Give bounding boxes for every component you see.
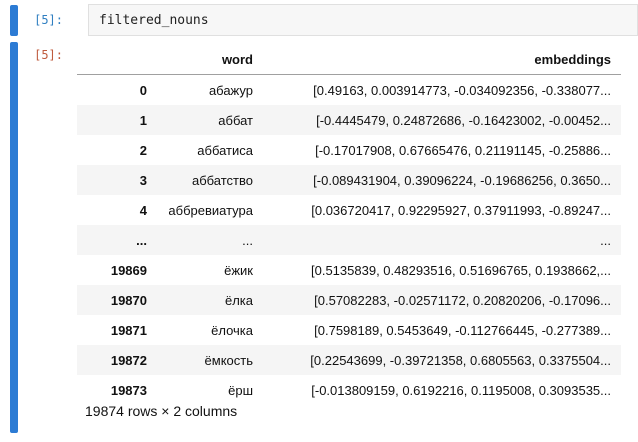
table-row: 19870 ёлка [0.57082283, -0.02571172, 0.208…: [77, 285, 621, 315]
embeddings-cell: [0.5135839, 0.48293516, 0.51696765, 0.19…: [311, 262, 611, 278]
row-index-cell: 3: [139, 172, 147, 188]
row-index-cell: ...: [136, 232, 147, 248]
row-index-cell: 4: [139, 202, 147, 218]
index-header-cell: [77, 44, 157, 75]
code-editor[interactable]: filtered_nouns: [88, 4, 638, 36]
embeddings-cell: [-0.17017908, 0.67665476, 0.21191145, -0…: [315, 142, 611, 158]
word-cell: аббатиса: [197, 142, 253, 158]
word-cell: аббат: [218, 112, 253, 128]
table-row: 19869 ёжик [0.5135839, 0.48293516, 0.51696…: [77, 255, 621, 285]
table-header: word embeddings: [77, 44, 621, 75]
word-cell: абажур: [208, 82, 253, 98]
embeddings-cell: [-0.013809159, 0.6192216, 0.1195008, 0.3…: [311, 382, 611, 398]
row-index-cell: 2: [139, 142, 147, 158]
word-cell: ёлочка: [211, 322, 253, 338]
embeddings-cell: [0.7598189, 0.5453649, -0.112766445, -0.…: [314, 322, 611, 338]
output-collapser-bar[interactable]: [10, 42, 18, 433]
code-text: filtered_nouns: [99, 12, 209, 28]
word-cell: ёлка: [224, 292, 253, 308]
embeddings-cell: [-0.4445479, 0.24872686, -0.16423002, -0…: [316, 112, 611, 128]
table-row: 0 абажур [0.49163, 0.003914773, -0.0340923…: [77, 75, 621, 106]
embeddings-cell: [0.57082283, -0.02571172, 0.20820206, -0…: [314, 292, 611, 308]
embeddings-cell: [0.22543699, -0.39721358, 0.6805563, 0.3…: [310, 352, 611, 368]
word-cell: ёмкость: [204, 352, 253, 368]
table-row: 4 аббревиатура [0.036720417, 0.92295927, 0…: [77, 195, 621, 225]
embeddings-cell: [-0.089431904, 0.39096224, -0.19686256, …: [313, 172, 611, 188]
table-row: .........: [77, 225, 621, 255]
table-row: 19872 ёмкость [0.22543699, -0.39721358, 0.…: [77, 345, 621, 375]
row-index-cell: 19872: [110, 352, 147, 368]
dataframe-table: word embeddings 0 абажур [0.49163, 0.003914…: [77, 44, 621, 405]
embeddings-cell: ...: [600, 232, 611, 248]
row-index-cell: 1: [139, 112, 147, 128]
word-cell: ёрш: [228, 382, 253, 398]
table-row: 19873 ёрш [-0.013809159, 0.6192216, 0.1195…: [77, 375, 621, 405]
output-prompt: [5]:: [34, 48, 63, 62]
table-row: 3 аббатство [-0.089431904, 0.39096224, -0.…: [77, 165, 621, 195]
row-index-cell: 19871: [110, 322, 147, 338]
dataframe-summary: 19874 rows × 2 columns: [85, 403, 238, 419]
row-index-cell: 19870: [110, 292, 147, 308]
row-index-cell: 19869: [110, 262, 147, 278]
table-row: 2 аббатиса [-0.17017908, 0.67665476, 0.211…: [77, 135, 621, 165]
table-row: 1 аббат [-0.4445479, 0.24872686, -0.164230…: [77, 105, 621, 135]
word-cell: аббатство: [191, 172, 253, 188]
table-row: 19871 ёлочка [0.7598189, 0.5453649, -0.112…: [77, 315, 621, 345]
table-header-row: word embeddings: [77, 44, 621, 75]
word-cell: ёжик: [224, 262, 253, 278]
column-header-embeddings: embeddings: [534, 51, 611, 67]
input-prompt: [5]:: [34, 13, 63, 27]
column-header-word: word: [221, 51, 253, 67]
embeddings-cell: [0.49163, 0.003914773, -0.034092356, -0.…: [313, 82, 611, 98]
input-collapser-bar[interactable]: [10, 5, 18, 36]
table-body: 0 абажур [0.49163, 0.003914773, -0.0340923…: [77, 75, 621, 406]
row-index-cell: 19873: [110, 382, 147, 398]
word-cell: ...: [242, 232, 253, 248]
row-index-cell: 0: [139, 82, 147, 98]
word-cell: аббревиатура: [168, 202, 253, 218]
embeddings-cell: [0.036720417, 0.92295927, 0.37911993, -0…: [311, 202, 611, 218]
